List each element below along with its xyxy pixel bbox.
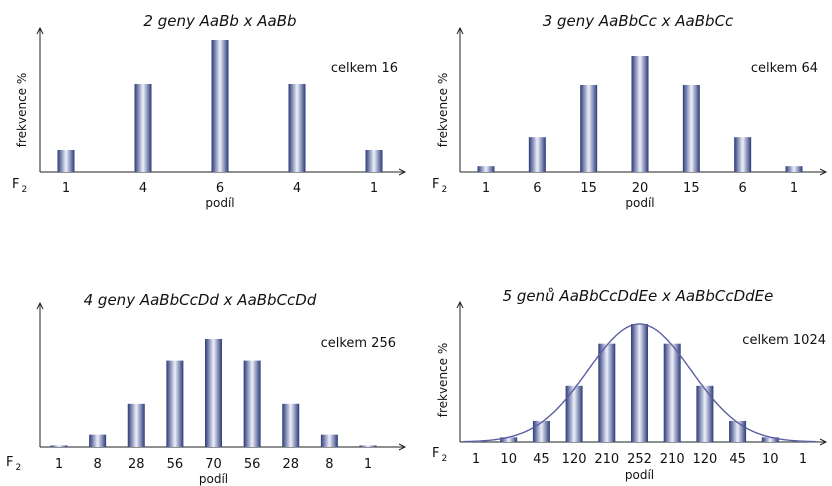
x-tick-label: 6 [739, 181, 747, 196]
bar-6 [631, 324, 648, 442]
bar-5 [682, 85, 700, 172]
bar-3 [127, 403, 145, 447]
bar-1 [50, 445, 68, 447]
x-tick-label: 6 [533, 181, 541, 196]
x-tick-label: 28 [282, 457, 299, 472]
chart-title: 4 geny AaBbCcDd x AaBbCcDd [84, 291, 317, 309]
y-axis-arrow-icon [36, 301, 44, 310]
bar-5 [205, 339, 222, 447]
x-axis-arrow-icon [819, 168, 828, 176]
chart-title: 3 geny AaBbCc x AaBbCc [543, 12, 734, 30]
y-axis-label: frekvence % [436, 343, 450, 418]
chart-panel-3: 4 geny AaBbCcDd x AaBbCcDd celkem 256 F 2 1 8… [6, 291, 407, 486]
total-label: celkem 16 [331, 61, 398, 76]
x-tick-label: 210 [594, 452, 619, 467]
bar-6 [734, 137, 752, 172]
x-tick-label: 4 [293, 181, 301, 196]
chart-title: 5 genů AaBbCcDdEe x AaBbCcDdEe [503, 287, 774, 305]
x-tick-label: 1 [55, 457, 63, 472]
x-axis-label: podíl [625, 468, 654, 482]
bar-5 [365, 150, 383, 172]
x-tick-label: 6 [216, 181, 224, 196]
x-tick-label: 210 [660, 452, 685, 467]
x-tick-label: 70 [205, 457, 222, 472]
x-tick-label: 1 [790, 181, 798, 196]
bar-2 [134, 84, 152, 172]
bar-3 [211, 40, 229, 172]
x-tick-label: 252 [627, 452, 652, 467]
bar-9 [729, 420, 747, 442]
x-tick-label: 20 [632, 181, 649, 196]
bar-3 [580, 85, 598, 172]
x-axis-arrow-icon [398, 168, 407, 176]
x-tick-label: 1 [482, 181, 490, 196]
bar-8 [696, 385, 714, 442]
x-tick-label: 10 [500, 452, 517, 467]
x-tick-label: 10 [762, 452, 779, 467]
x-tick-label: 15 [683, 181, 700, 196]
x-tick-label: 15 [580, 181, 597, 196]
bar-1 [57, 150, 75, 172]
bar-4 [166, 360, 184, 447]
x-axis-label: podíl [625, 196, 654, 210]
bar-7 [785, 166, 803, 172]
x-axis-arrow-icon [819, 438, 828, 446]
x-axis-label: podíl [199, 472, 228, 486]
x-axis-label: podíl [205, 196, 234, 210]
chart-panel-1: 2 geny AaBb x AaBb celkem 16 frekvence % F 2… [12, 12, 407, 210]
x-tick-label: 1 [364, 457, 372, 472]
bar-6 [243, 360, 261, 447]
y-axis-arrow-icon [456, 26, 464, 35]
total-label: celkem 256 [321, 336, 396, 351]
normal-distribution-curve [462, 323, 817, 443]
bar-4 [288, 84, 306, 172]
bar-2 [89, 434, 107, 447]
bar-10 [761, 437, 779, 442]
y-axis-arrow-icon [456, 300, 464, 309]
x-tick-label: 1 [799, 452, 807, 467]
total-label: celkem 64 [751, 61, 818, 76]
x-tick-label: 28 [128, 457, 145, 472]
bar-2 [500, 437, 518, 442]
y-axis-arrow-icon [36, 26, 44, 35]
bar-5 [598, 343, 616, 442]
x-tick-label: 8 [93, 457, 101, 472]
chart-panel-4: 5 genů AaBbCcDdEe x AaBbCcDdEe celkem 102… [432, 287, 828, 482]
bar-3 [532, 420, 550, 442]
x-tick-label: 120 [562, 452, 587, 467]
y-axis-label: frekvence % [15, 73, 29, 148]
bar-1 [477, 166, 495, 172]
bar-8 [320, 434, 338, 447]
x-axis-arrow-icon [398, 443, 407, 451]
x-tick-label: 1 [62, 181, 70, 196]
x-tick-label: 45 [729, 452, 746, 467]
total-label: celkem 1024 [742, 333, 826, 348]
x-tick-label: 56 [244, 457, 261, 472]
x-tick-label: 56 [167, 457, 184, 472]
chart-title: 2 geny AaBb x AaBb [143, 12, 296, 30]
x-tick-label: 1 [370, 181, 378, 196]
x-tick-label: 45 [533, 452, 550, 467]
bar-7 [282, 403, 300, 447]
bar-9 [359, 445, 377, 447]
y-axis-label: frekvence % [436, 73, 450, 148]
x-tick-label: 120 [692, 452, 717, 467]
bar-4 [631, 56, 649, 172]
bar-7 [663, 343, 681, 442]
x-tick-label: 4 [139, 181, 147, 196]
bar-4 [565, 385, 583, 442]
x-tick-label: 8 [325, 457, 333, 472]
x-tick-label: 1 [472, 452, 480, 467]
bar-2 [528, 137, 546, 172]
chart-panel-2: 3 geny AaBbCc x AaBbCc celkem 64 frekvence… [432, 12, 828, 210]
